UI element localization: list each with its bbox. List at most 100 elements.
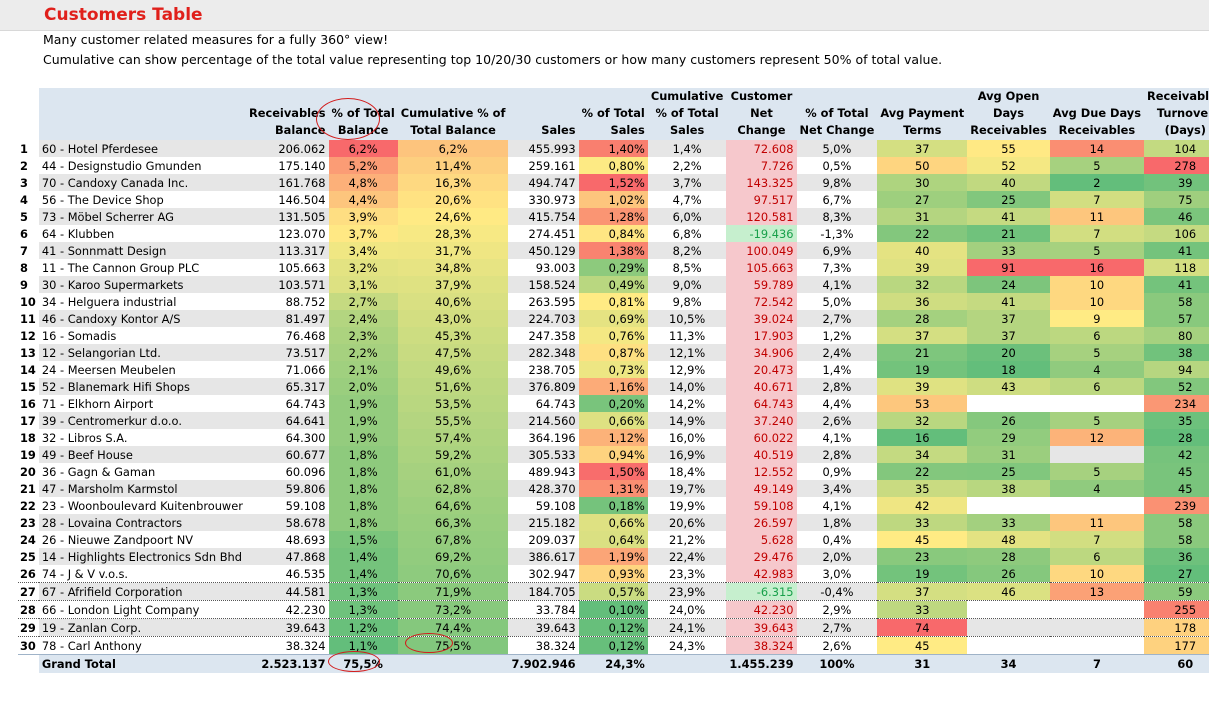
pay-terms: 27 [877, 191, 968, 208]
balance: 65.317 [245, 378, 329, 395]
pct-total: 1,4% [328, 548, 398, 565]
table-row: 24 26 - Nieuwe Zandpoort NV 48.693 1,5% 67,8… [18, 531, 1209, 548]
pay-terms: 28 [877, 310, 968, 327]
pct-total: 1,8% [328, 480, 398, 497]
net-change: 20.473 [726, 361, 797, 378]
net-change: 49.149 [726, 480, 797, 497]
customer-name: 66 - London Light Company [38, 600, 246, 619]
sales: 158.524 [508, 276, 579, 293]
pct-net: 2,4% [796, 344, 878, 361]
customer-name: 52 - Blanemark Hifi Shops [38, 378, 246, 395]
net-change: 100.049 [726, 242, 797, 259]
due-days [1049, 636, 1145, 655]
cum-sales: 14,0% [647, 378, 727, 395]
cumulative: 57,4% [397, 429, 509, 446]
cum-sales: 14,2% [647, 395, 727, 412]
cum-sales: 12,9% [647, 361, 727, 378]
due-days [1049, 600, 1145, 619]
cumulative: 24,6% [397, 208, 509, 225]
row-index: 22 [18, 497, 39, 514]
row-index: 26 [18, 565, 39, 583]
row-index: 28 [18, 600, 39, 619]
table-row: 13 12 - Selangorian Ltd. 73.517 2,2% 47,5% 28… [18, 344, 1209, 361]
net-change: 37.240 [726, 412, 797, 429]
row-index: 13 [18, 344, 39, 361]
due-days: 11 [1049, 514, 1145, 531]
cumulative: 6,2% [397, 140, 509, 157]
pay-terms: 45 [877, 531, 968, 548]
grand-total-net-change: 1.455.239 [726, 654, 797, 673]
net-change: 34.906 [726, 344, 797, 361]
page-title: Customers Table [44, 5, 203, 25]
cumulative: 69,2% [397, 548, 509, 565]
pct-sales: 0,73% [578, 361, 648, 378]
cumulative: 28,3% [397, 225, 509, 242]
pct-net: 0,4% [796, 531, 878, 548]
cumulative: 61,0% [397, 463, 509, 480]
row-index: 8 [18, 259, 39, 276]
open-days: 20 [967, 344, 1050, 361]
cum-sales: 4,7% [647, 191, 727, 208]
cumulative: 70,6% [397, 565, 509, 583]
cumulative: 73,2% [397, 600, 509, 619]
pay-terms: 21 [877, 344, 968, 361]
turnover: 118 [1144, 259, 1209, 276]
due-days: 6 [1049, 378, 1145, 395]
turnover: 52 [1144, 378, 1209, 395]
sales: 38.324 [508, 636, 579, 655]
open-days: 41 [967, 208, 1050, 225]
header-due-days: Avg Due Days Receivables [1049, 88, 1145, 140]
balance: 59.108 [245, 497, 329, 514]
open-days: 52 [967, 157, 1050, 174]
balance: 60.677 [245, 446, 329, 463]
table-row: 5 73 - Möbel Scherrer AG 131.505 3,9% 24,6% 4… [18, 208, 1209, 225]
customer-name: 11 - The Cannon Group PLC [38, 259, 246, 276]
table-row: 1 60 - Hotel Pferdesee 206.062 6,2% 6,2% 455.… [18, 140, 1209, 157]
sales: 428.370 [508, 480, 579, 497]
open-days: 18 [967, 361, 1050, 378]
cum-sales: 18,4% [647, 463, 727, 480]
row-index: 19 [18, 446, 39, 463]
net-change: 7.726 [726, 157, 797, 174]
table-row: 17 39 - Centromerkur d.o.o. 64.641 1,9% 55,5… [18, 412, 1209, 429]
table-row: 4 56 - The Device Shop 146.504 4,4% 20,6% 330… [18, 191, 1209, 208]
open-days: 26 [967, 565, 1050, 583]
pct-sales: 1,52% [578, 174, 648, 191]
pay-terms: 34 [877, 446, 968, 463]
pct-sales: 0,87% [578, 344, 648, 361]
customers-table: Receivables Balance % of Total Balance Cum… [18, 88, 1209, 673]
balance: 64.300 [245, 429, 329, 446]
pct-sales: 1,19% [578, 548, 648, 565]
header-row: Receivables Balance % of Total Balance Cum… [18, 88, 1209, 140]
pay-terms: 37 [877, 140, 968, 157]
net-change: 42.230 [726, 600, 797, 619]
table-row: 2 44 - Designstudio Gmunden 175.140 5,2% 11,… [18, 157, 1209, 174]
header-cumulative: Cumulative % of Total Balance [397, 88, 509, 140]
open-days: 91 [967, 259, 1050, 276]
table-row: 29 19 - Zanlan Corp. 39.643 1,2% 74,4% 39.643… [18, 618, 1209, 637]
pct-net: 6,9% [796, 242, 878, 259]
pay-terms: 74 [877, 618, 968, 637]
cumulative: 34,8% [397, 259, 509, 276]
turnover: 234 [1144, 395, 1209, 412]
pct-net: -1,3% [796, 225, 878, 242]
pct-sales: 1,40% [578, 140, 648, 157]
customer-name: 24 - Meersen Meubelen [38, 361, 246, 378]
cumulative: 47,5% [397, 344, 509, 361]
pay-terms: 39 [877, 378, 968, 395]
pct-total: 3,1% [328, 276, 398, 293]
customer-name: 67 - Afrifield Corporation [38, 582, 246, 601]
cumulative: 71,9% [397, 582, 509, 601]
due-days: 7 [1049, 191, 1145, 208]
balance: 88.752 [245, 293, 329, 310]
table-row: 11 46 - Candoxy Kontor A/S 81.497 2,4% 43,0%… [18, 310, 1209, 327]
pct-sales: 0,94% [578, 446, 648, 463]
sales: 282.348 [508, 344, 579, 361]
cum-sales: 20,6% [647, 514, 727, 531]
header-cum-sales: Cumulative% of Total Sales [647, 88, 727, 140]
customer-name: 32 - Libros S.A. [38, 429, 246, 446]
open-days: 25 [967, 463, 1050, 480]
cumulative: 49,6% [397, 361, 509, 378]
net-change: 143.325 [726, 174, 797, 191]
due-days: 12 [1049, 429, 1145, 446]
